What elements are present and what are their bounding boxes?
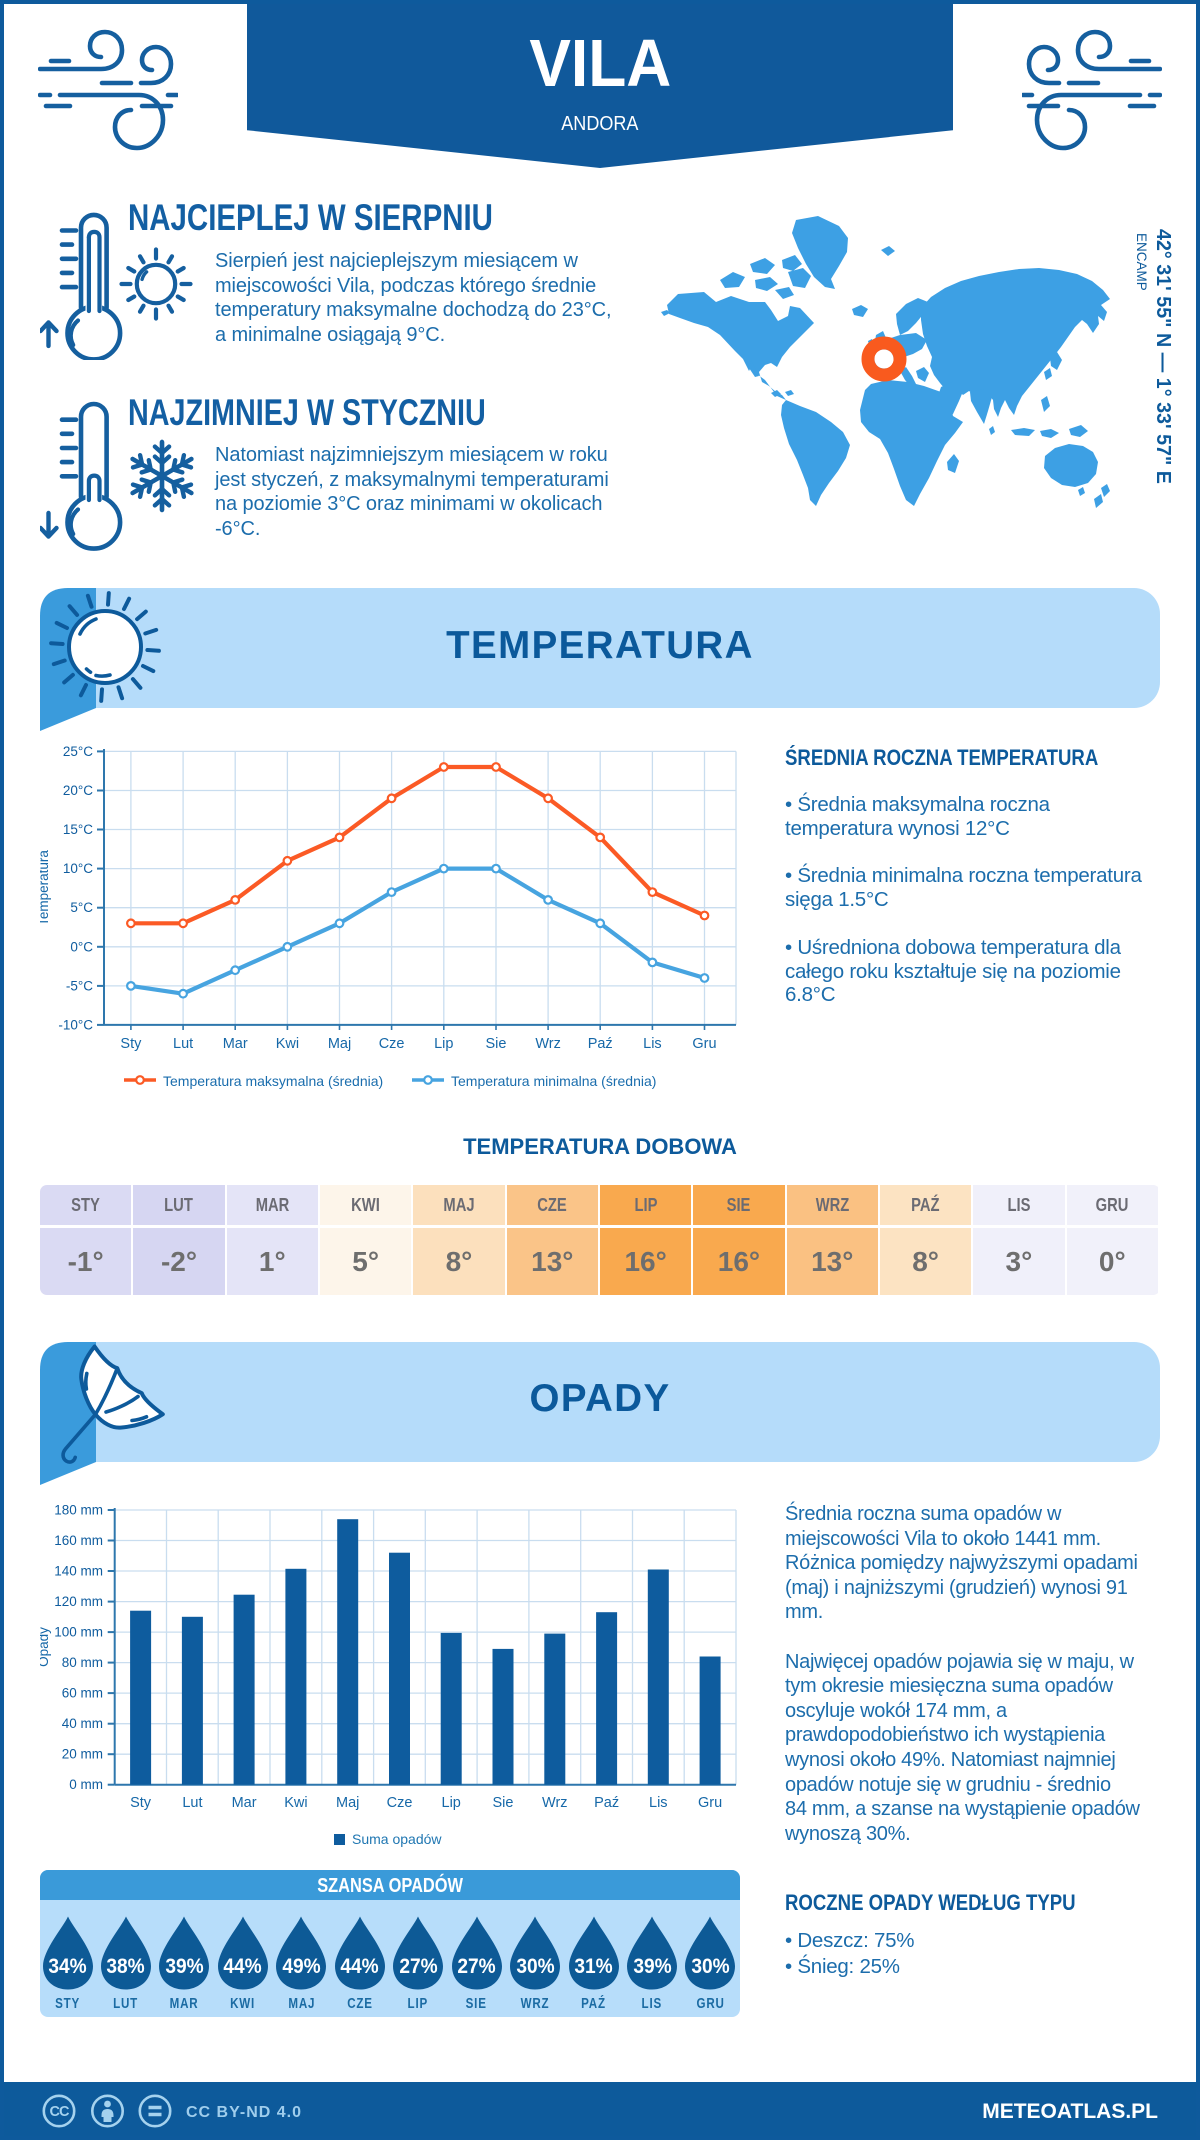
svg-text:-10°C: -10°C xyxy=(58,1017,93,1032)
svg-text:Temperatura maksymalna (średni: Temperatura maksymalna (średnia) xyxy=(163,1073,383,1089)
svg-text:Cze: Cze xyxy=(379,1036,405,1052)
svg-text:0°C: 0°C xyxy=(70,939,93,954)
svg-text:Wrz: Wrz xyxy=(542,1795,568,1811)
svg-text:Lis: Lis xyxy=(649,1795,668,1811)
svg-text:Lut: Lut xyxy=(182,1795,202,1811)
svg-text:Wrz: Wrz xyxy=(535,1036,561,1052)
svg-text:15°C: 15°C xyxy=(63,822,93,837)
svg-text:Mar: Mar xyxy=(223,1036,248,1052)
svg-text:0 mm: 0 mm xyxy=(69,1777,103,1792)
svg-text:20 mm: 20 mm xyxy=(62,1747,103,1762)
svg-text:CC: CC xyxy=(50,2104,70,2120)
svg-text:140 mm: 140 mm xyxy=(54,1564,103,1579)
svg-text:160 mm: 160 mm xyxy=(54,1533,103,1548)
svg-text:Maj: Maj xyxy=(328,1036,351,1052)
svg-text:Gru: Gru xyxy=(698,1795,722,1811)
svg-text:Temperatura minimalna (średnia: Temperatura minimalna (średnia) xyxy=(451,1073,656,1089)
svg-text:100 mm: 100 mm xyxy=(54,1625,103,1640)
svg-text:Kwi: Kwi xyxy=(276,1036,299,1052)
svg-text:Paź: Paź xyxy=(588,1036,613,1052)
svg-text:Lip: Lip xyxy=(442,1795,461,1811)
svg-text:80 mm: 80 mm xyxy=(62,1655,103,1670)
svg-text:Sie: Sie xyxy=(493,1795,514,1811)
svg-text:-5°C: -5°C xyxy=(66,978,93,993)
svg-text:120 mm: 120 mm xyxy=(54,1594,103,1609)
svg-text:Maj: Maj xyxy=(336,1795,359,1811)
svg-text:Lis: Lis xyxy=(643,1036,662,1052)
svg-text:Gru: Gru xyxy=(692,1036,716,1052)
svg-text:10°C: 10°C xyxy=(63,861,93,876)
svg-text:180 mm: 180 mm xyxy=(54,1503,103,1518)
svg-text:60 mm: 60 mm xyxy=(62,1686,103,1701)
svg-text:Sie: Sie xyxy=(486,1036,507,1052)
svg-text:Sty: Sty xyxy=(130,1795,152,1811)
svg-text:40 mm: 40 mm xyxy=(62,1716,103,1731)
svg-text:Lut: Lut xyxy=(173,1036,193,1052)
svg-text:Mar: Mar xyxy=(232,1795,257,1811)
svg-text:Lip: Lip xyxy=(434,1036,453,1052)
svg-text:5°C: 5°C xyxy=(70,900,93,915)
svg-text:Paź: Paź xyxy=(594,1795,619,1811)
svg-text:25°C: 25°C xyxy=(63,744,93,759)
svg-text:Opady: Opady xyxy=(40,1627,51,1667)
svg-text:Sty: Sty xyxy=(120,1036,142,1052)
svg-text:Temperatura: Temperatura xyxy=(40,850,51,926)
svg-text:20°C: 20°C xyxy=(63,783,93,798)
svg-text:Kwi: Kwi xyxy=(284,1795,307,1811)
svg-text:Cze: Cze xyxy=(387,1795,413,1811)
